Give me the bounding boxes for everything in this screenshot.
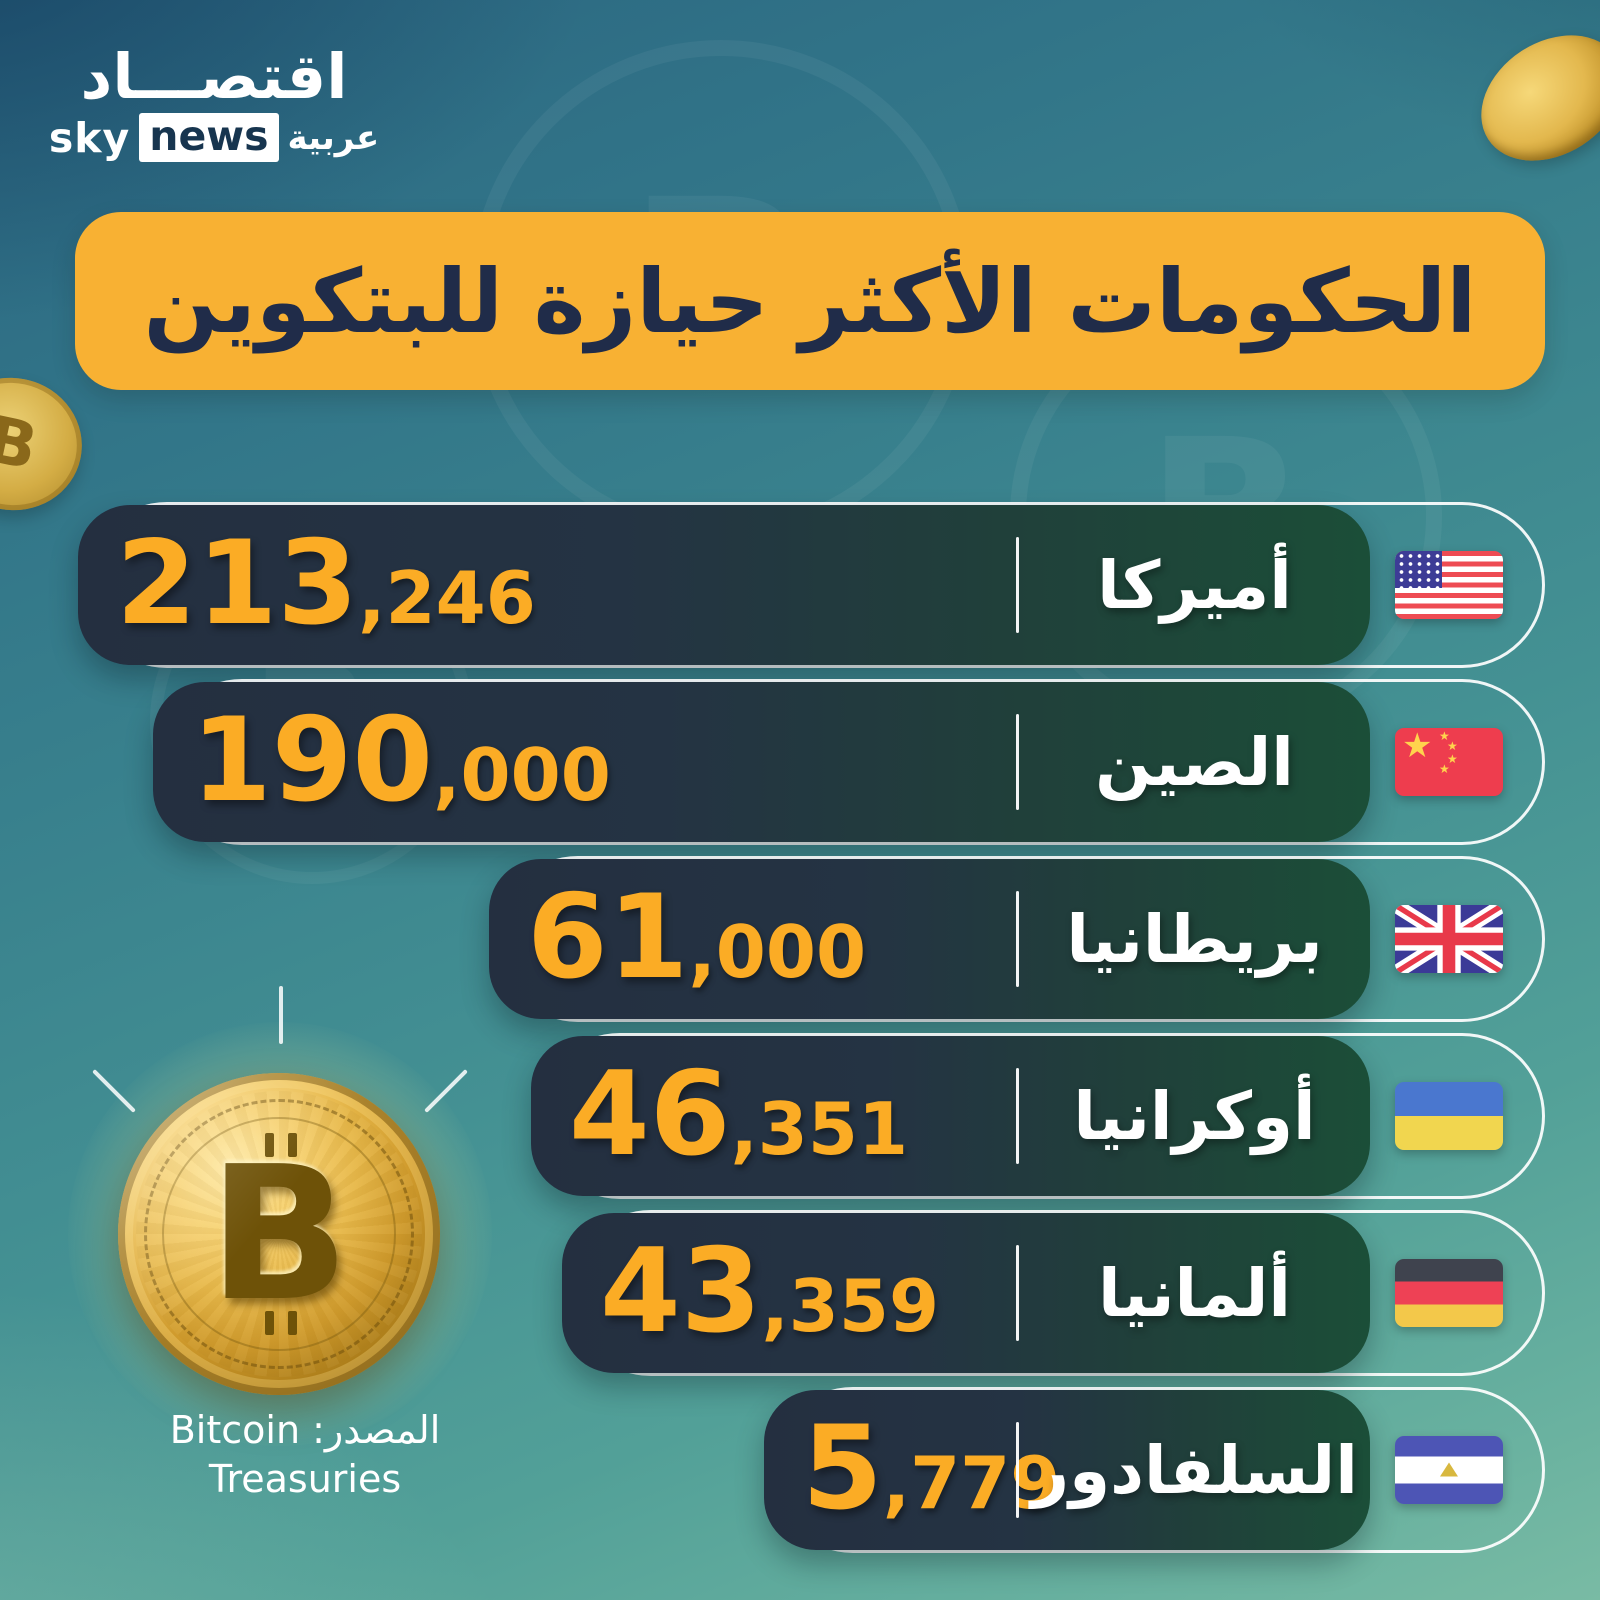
value-label: 46,351 — [569, 1036, 908, 1196]
value-label: 61,000 — [527, 859, 866, 1019]
country-label: ألمانيا — [1098, 1254, 1291, 1332]
value-main: 46 — [569, 1047, 731, 1182]
coin-inner-ring — [162, 1117, 396, 1351]
star-icon: ★ — [1447, 752, 1458, 766]
bitcoin-symbol-icon: B — [118, 1073, 440, 1395]
row-ukraine: 46,351 أوكرانيا — [531, 1033, 1545, 1199]
row-usa: 213,246 أميركا — [78, 502, 1545, 668]
divider-line — [1016, 891, 1019, 987]
value-main: 213 — [116, 516, 359, 651]
shine-ray-icon — [279, 986, 283, 1044]
bar-germany: 43,359 ألمانيا — [562, 1213, 1370, 1373]
el-salvador-flag-icon — [1395, 1436, 1503, 1504]
logo-news-badge: news — [139, 112, 279, 163]
country-label: أميركا — [1097, 546, 1292, 624]
divider-line — [1016, 537, 1019, 633]
bitcoin-symbol-tick — [288, 1133, 297, 1157]
logo-brand-arabic: اقتصـــاد — [80, 40, 349, 113]
coin-shine — [118, 1073, 440, 1395]
value-main: 43 — [600, 1224, 762, 1359]
bar-uk: 61,000 بريطانيا — [489, 859, 1370, 1019]
value-sub: ,359 — [761, 1264, 940, 1348]
us-flag-icon — [1395, 551, 1503, 619]
divider-line — [1016, 714, 1019, 810]
value-label: 5,779 — [802, 1390, 1060, 1550]
value-sub: ,246 — [358, 556, 536, 640]
bar-el-salvador: 5,779 السلفادور — [764, 1390, 1370, 1550]
el-salvador-emblem-icon — [1440, 1462, 1458, 1477]
value-sub: ,351 — [730, 1087, 909, 1171]
sky-news-arabia-logo: اقتصـــاد sky news عربية — [49, 40, 379, 163]
logo-subline: sky news عربية — [49, 112, 379, 163]
divider-line — [1016, 1245, 1019, 1341]
ukraine-flag-icon — [1395, 1082, 1503, 1150]
logo-sky-text: sky — [48, 113, 131, 162]
star-icon: ★ — [1402, 728, 1433, 766]
uk-flag-icon — [1395, 905, 1503, 973]
row-el-salvador: 5,779 السلفادور — [764, 1387, 1545, 1553]
gold-coin-top-right-icon — [1457, 9, 1600, 187]
value-label: 190,000 — [191, 682, 611, 842]
bar-ukraine: 46,351 أوكرانيا — [531, 1036, 1370, 1196]
divider-line — [1016, 1068, 1019, 1164]
country-label: الصين — [1095, 723, 1294, 801]
bitcoin-coin-image: B — [118, 1073, 440, 1395]
row-china: 190,000 الصين ★ ★ ★ ★ ★ — [153, 679, 1545, 845]
gold-coin-left-icon: B — [0, 364, 95, 524]
china-flag-icon: ★ ★ ★ ★ ★ — [1395, 728, 1503, 796]
value-main: 61 — [527, 870, 689, 1005]
value-sub: ,779 — [882, 1441, 1061, 1525]
value-label: 213,246 — [116, 505, 536, 665]
title-banner: الحكومات الأكثر حيازة للبتكوين — [75, 212, 1545, 390]
bitcoin-symbol-tick — [265, 1311, 274, 1335]
value-main: 5 — [802, 1401, 883, 1536]
us-flag-canton — [1395, 551, 1442, 588]
bitcoin-symbol-tick — [265, 1133, 274, 1157]
logo-arabia-text: عربية — [287, 117, 380, 158]
value-label: 43,359 — [600, 1213, 939, 1373]
country-label: السلفادور — [1031, 1431, 1358, 1509]
country-label: بريطانيا — [1066, 900, 1323, 978]
country-label: أوكرانيا — [1073, 1077, 1316, 1155]
row-germany: 43,359 ألمانيا — [562, 1210, 1545, 1376]
bar-usa: 213,246 أميركا — [78, 505, 1370, 665]
bar-china: 190,000 الصين — [153, 682, 1370, 842]
star-icon: ★ — [1439, 762, 1450, 776]
value-sub: ,000 — [688, 910, 867, 994]
germany-flag-icon — [1395, 1259, 1503, 1327]
value-main: 190 — [191, 693, 434, 828]
value-sub: ,000 — [433, 733, 611, 817]
star-icon: ★ — [1439, 729, 1450, 743]
bitcoin-symbol-tick — [288, 1311, 297, 1335]
divider-line — [1016, 1422, 1019, 1518]
row-uk: 61,000 بريطانيا — [489, 856, 1545, 1022]
coin-ring — [144, 1099, 414, 1369]
source-credit: المصدر: Bitcoin Treasuries — [169, 1408, 441, 1502]
star-icon: ★ — [1447, 739, 1458, 753]
page-title: الحكومات الأكثر حيازة للبتكوين — [143, 249, 1477, 353]
